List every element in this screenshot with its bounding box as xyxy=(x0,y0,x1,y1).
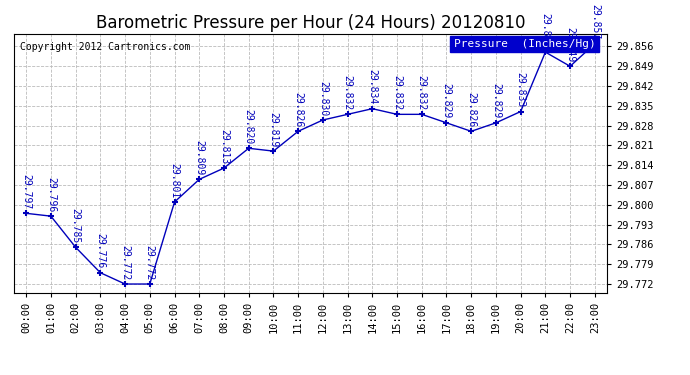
Text: 29.833: 29.833 xyxy=(515,72,526,107)
Text: 29.829: 29.829 xyxy=(491,83,501,118)
Text: 29.857: 29.857 xyxy=(590,4,600,39)
Title: Barometric Pressure per Hour (24 Hours) 20120810: Barometric Pressure per Hour (24 Hours) … xyxy=(96,14,525,32)
Text: 29.813: 29.813 xyxy=(219,129,229,164)
Text: 29.801: 29.801 xyxy=(170,163,179,198)
Text: 29.809: 29.809 xyxy=(195,140,204,175)
Text: 29.796: 29.796 xyxy=(46,177,56,212)
Text: 29.826: 29.826 xyxy=(466,92,476,127)
Text: 29.854: 29.854 xyxy=(540,13,551,48)
Text: 29.772: 29.772 xyxy=(145,244,155,280)
Text: 29.776: 29.776 xyxy=(95,233,106,268)
Text: 29.772: 29.772 xyxy=(120,244,130,280)
Text: 29.829: 29.829 xyxy=(442,83,451,118)
Text: 29.832: 29.832 xyxy=(417,75,426,110)
Text: 29.832: 29.832 xyxy=(392,75,402,110)
Text: 29.785: 29.785 xyxy=(70,208,81,243)
Text: 29.834: 29.834 xyxy=(367,69,377,105)
Text: 29.819: 29.819 xyxy=(268,112,278,147)
Text: 29.832: 29.832 xyxy=(343,75,353,110)
Text: Pressure  (Inches/Hg): Pressure (Inches/Hg) xyxy=(453,39,595,49)
Text: 29.820: 29.820 xyxy=(244,109,254,144)
Text: 29.797: 29.797 xyxy=(21,174,31,209)
Text: 29.849: 29.849 xyxy=(565,27,575,62)
Text: 29.830: 29.830 xyxy=(318,81,328,116)
Text: Copyright 2012 Cartronics.com: Copyright 2012 Cartronics.com xyxy=(20,42,190,51)
Text: 29.826: 29.826 xyxy=(293,92,303,127)
